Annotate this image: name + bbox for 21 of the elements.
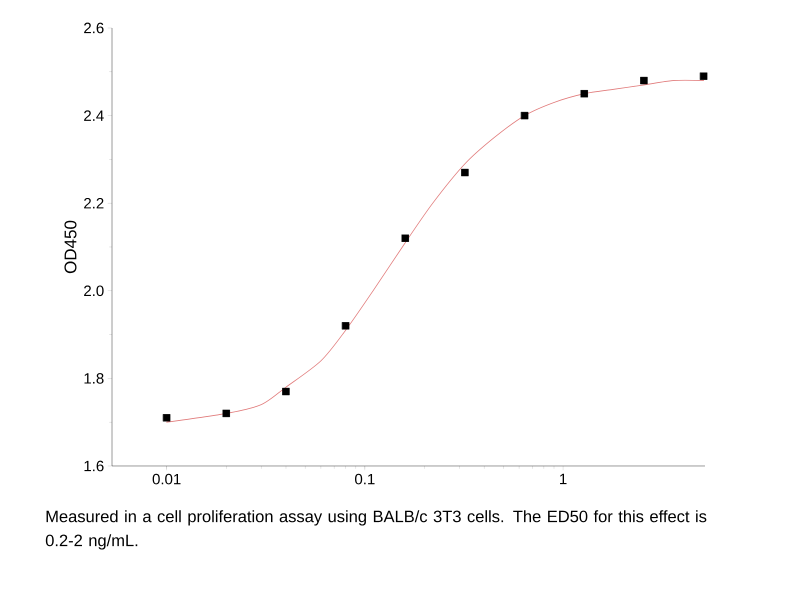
y-axis-title: OD450 [64,220,76,274]
point [580,90,588,98]
point [402,234,410,242]
x-tick-label: 0.01 [152,474,181,484]
point [700,72,708,80]
y-tick-label: 2.2 [84,198,104,208]
text: Measured in a cell proliferation assay using BALB/c 3T3 cells. The ED50 for this effect is 0.2-2 ng/mL. [46,510,706,550]
point [162,414,170,422]
x-tick-label: 1 [560,474,567,484]
point [282,388,290,396]
point [222,410,230,418]
point [461,168,469,176]
y-tick-label: 2.0 [84,285,104,296]
point [640,76,648,84]
y-tick-label: 1.8 [84,373,104,384]
y-tick-label: 2.6 [84,22,104,34]
y-tick-label: 2.4 [84,110,104,121]
point [342,322,350,330]
x-tick-label: 0.1 [355,474,375,484]
point [520,112,528,120]
y-tick-label: 1.6 [84,460,104,472]
